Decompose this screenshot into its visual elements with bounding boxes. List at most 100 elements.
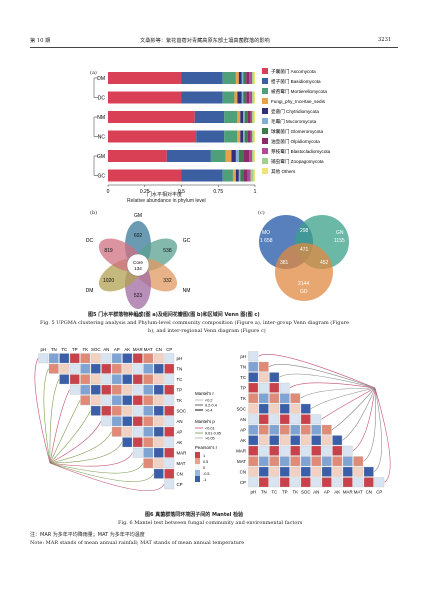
matrix-cell bbox=[258, 403, 269, 414]
bar-segment bbox=[238, 72, 242, 84]
mantel-link bbox=[321, 387, 376, 420]
venn-value-gn-gd: 452 bbox=[320, 260, 329, 266]
venn-value-mo: 1 658 bbox=[260, 238, 273, 244]
matrix-cell bbox=[248, 456, 259, 467]
matrix-cell bbox=[164, 447, 175, 458]
matrix-cell bbox=[153, 426, 164, 437]
matrix-cell bbox=[143, 447, 154, 458]
matrix-cell bbox=[164, 426, 175, 437]
matrix-cell bbox=[80, 395, 91, 406]
matrix-cell bbox=[269, 393, 280, 404]
petal-value: 523 bbox=[134, 293, 143, 299]
matrix-cell bbox=[269, 477, 280, 488]
matrix-cell bbox=[69, 363, 80, 374]
matrix-cell bbox=[258, 414, 269, 425]
row-labels: DM DC NM NC GM GC bbox=[97, 76, 105, 180]
bar-segment bbox=[108, 72, 182, 84]
matrix-cell bbox=[164, 405, 175, 416]
matrix-cell bbox=[258, 382, 269, 393]
bars bbox=[108, 72, 255, 182]
matrix-col-label: AK bbox=[124, 347, 130, 352]
matrix-col-label: MAR bbox=[133, 347, 143, 352]
petal-name: NC bbox=[134, 313, 142, 319]
matrix-row-label: SOC bbox=[236, 407, 246, 412]
bar-segment bbox=[250, 169, 254, 182]
matrix-cell bbox=[132, 447, 143, 458]
matrix-col-label: AN bbox=[103, 347, 109, 352]
matrix-cell bbox=[101, 384, 112, 395]
matrix-cell bbox=[90, 395, 101, 406]
matrix-col-label: TN bbox=[51, 347, 57, 352]
matrix-cell bbox=[332, 477, 343, 488]
matrix-col-label: CN bbox=[156, 347, 162, 352]
bar-segment bbox=[222, 91, 235, 104]
figure6-note-en: Note: MAR stands of mean annual rainfall… bbox=[30, 540, 245, 546]
bar-segment bbox=[246, 72, 250, 84]
row-label: DM bbox=[97, 76, 105, 82]
matrix-cell bbox=[332, 445, 343, 456]
bar-segment bbox=[224, 111, 238, 123]
bar-segment bbox=[238, 150, 244, 162]
matrix-cell bbox=[279, 424, 290, 435]
matrix-col-label: MAR bbox=[343, 490, 353, 495]
bar-segment bbox=[253, 111, 255, 123]
bar-segment bbox=[196, 130, 225, 143]
matrix-cell bbox=[353, 466, 364, 477]
matrix-cell bbox=[342, 445, 353, 456]
mantel-link bbox=[49, 379, 60, 464]
matrix-cell bbox=[321, 477, 332, 488]
mantel-link bbox=[49, 462, 165, 492]
mantel-link bbox=[43, 368, 51, 464]
matrix-cell bbox=[122, 426, 133, 437]
matrix-cell bbox=[290, 424, 301, 435]
matrix-row-label: MAR bbox=[177, 451, 187, 456]
matrix-cell bbox=[300, 403, 311, 414]
x-tick-label: 0.5 bbox=[178, 189, 185, 195]
bar-segment bbox=[181, 72, 223, 84]
matrix-cell bbox=[332, 466, 343, 477]
matrix-cell bbox=[111, 353, 122, 364]
bar-segment bbox=[181, 91, 223, 104]
matrix-row-label: AN bbox=[240, 417, 246, 422]
mantel-link bbox=[363, 387, 376, 462]
x-tick-label: 1 bbox=[254, 189, 257, 195]
matrix-cell bbox=[311, 414, 322, 425]
matrix-row-label: AK bbox=[177, 440, 183, 445]
matrix-cell bbox=[69, 374, 80, 385]
matrix-cell bbox=[153, 405, 164, 416]
petal-value: 819 bbox=[104, 248, 113, 254]
mantel-link bbox=[373, 387, 383, 472]
matrix-cell bbox=[90, 384, 101, 395]
matrix-row-label: AP bbox=[177, 430, 183, 435]
petal-name: GM bbox=[134, 213, 142, 219]
matrix-cell bbox=[248, 414, 259, 425]
bar-segment bbox=[253, 91, 255, 104]
correlation-matrix-right: pHpHTNTNTCTCTPTPTKTKSOCSOCANANAPAPAKAKMA… bbox=[236, 351, 385, 495]
matrix-cell bbox=[269, 445, 280, 456]
x-tick-label: 0.75 bbox=[213, 189, 223, 195]
matrix-cell bbox=[332, 456, 343, 467]
matrix-col-label: SOC bbox=[301, 490, 311, 495]
mantel-link bbox=[268, 364, 376, 389]
matrix-row-label: CP bbox=[240, 480, 246, 485]
bar-segment bbox=[243, 150, 250, 162]
matrix-row-label: CN bbox=[177, 472, 183, 477]
matrix-cell bbox=[164, 384, 175, 395]
matrix-cell bbox=[311, 445, 322, 456]
matrix-cell bbox=[143, 374, 154, 385]
matrix-col-label: TK bbox=[82, 347, 88, 352]
matrix-row-label: TK bbox=[240, 396, 246, 401]
bar-segment bbox=[108, 169, 182, 182]
bar-segment bbox=[225, 150, 232, 162]
matrix-cell bbox=[300, 477, 311, 488]
matrix-cell bbox=[248, 393, 259, 404]
matrix-col-label: TP bbox=[72, 347, 78, 352]
matrix-cell bbox=[269, 435, 280, 446]
bar-segment bbox=[238, 169, 241, 182]
matrix-cell bbox=[101, 395, 112, 406]
legend-swatch bbox=[262, 88, 268, 94]
bar-segment bbox=[247, 130, 251, 143]
petal-name: NM bbox=[183, 288, 191, 294]
bar-segment bbox=[243, 91, 247, 104]
matrix-cell bbox=[143, 437, 154, 448]
